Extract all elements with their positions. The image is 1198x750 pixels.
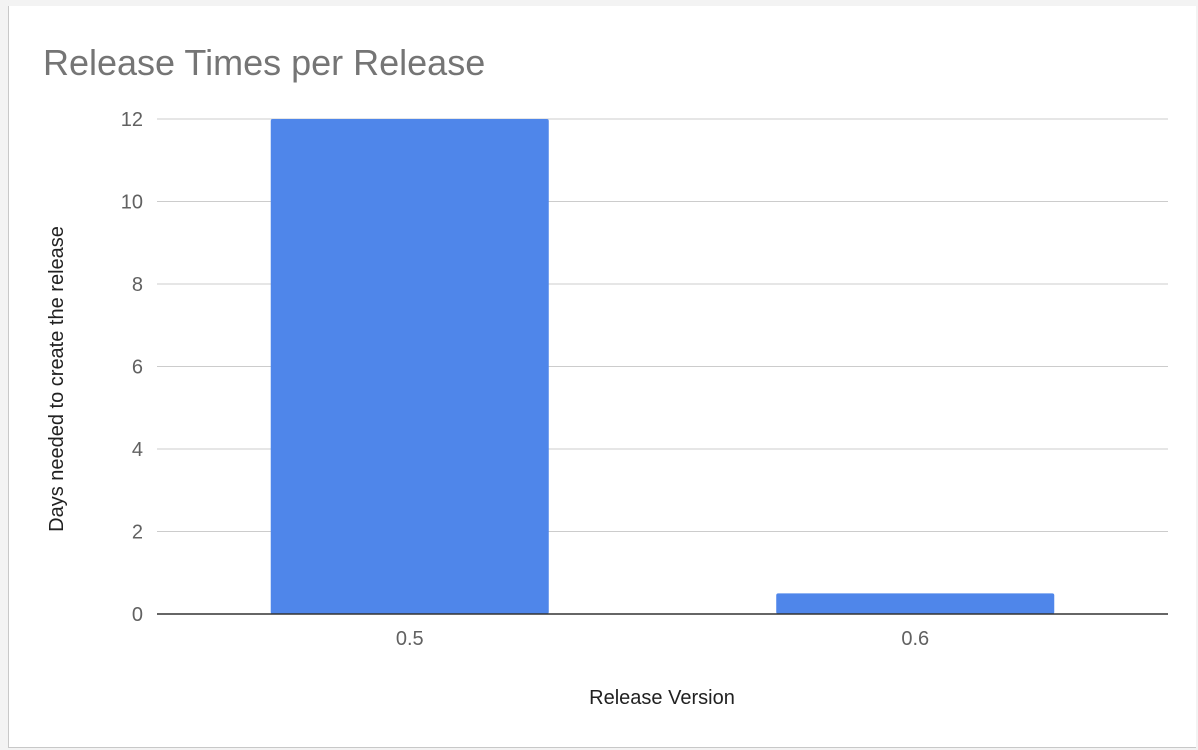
bar-0.6[interactable] — [776, 593, 1055, 614]
y-tick-label: 10 — [121, 192, 143, 214]
x-axis-ticks: 0.5 0.6 — [396, 628, 929, 650]
y-tick-label: 8 — [132, 274, 143, 296]
bar-0.5[interactable] — [270, 119, 549, 614]
chart-container[interactable] — [8, 6, 1196, 748]
x-tick-label: 0.6 — [901, 628, 929, 650]
y-tick-label: 4 — [132, 439, 143, 461]
x-tick-label: 0.5 — [396, 628, 424, 650]
y-tick-label: 2 — [132, 522, 143, 544]
bars — [157, 119, 1168, 615]
y-tick-label: 6 — [132, 357, 143, 379]
y-tick-label: 0 — [132, 604, 143, 626]
chart-title: Release Times per Release — [43, 42, 485, 83]
y-axis-ticks: 0 2 4 6 8 10 12 — [121, 109, 143, 626]
y-tick-label: 12 — [121, 109, 143, 131]
y-axis-label: Days needed to create the release — [46, 226, 68, 532]
x-axis-label: Release Version — [589, 687, 735, 709]
